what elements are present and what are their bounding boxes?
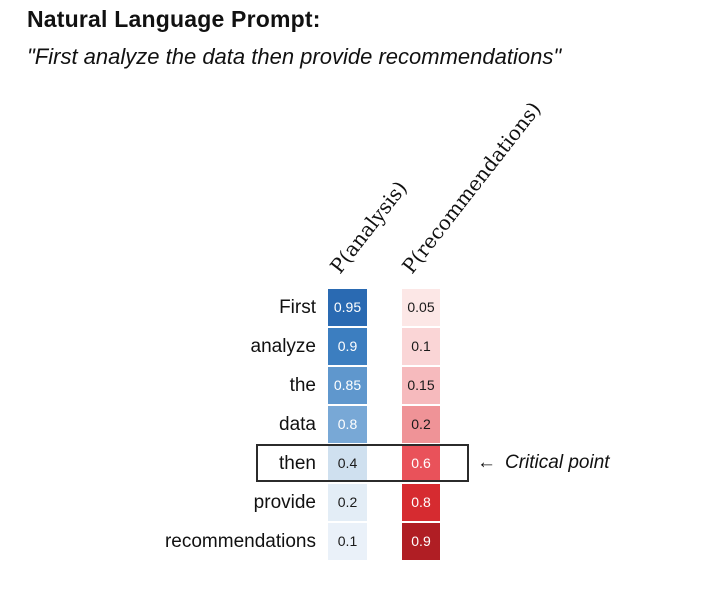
row-label: recommendations — [164, 531, 316, 552]
heatmap-cell-recommendations: 0.9 — [402, 523, 440, 560]
heatmap-cell-analysis: 0.2 — [328, 484, 367, 521]
critical-point-box — [256, 444, 469, 482]
page-title: Natural Language Prompt: — [27, 6, 321, 32]
prompt-quote: "First analyze the data then provide rec… — [27, 44, 562, 69]
heatmap-row: provide 0.2 0.8 — [0, 483, 720, 522]
row-label: First — [279, 297, 316, 318]
heatmap-row-highlighted: then 0.4 0.6 — [0, 444, 720, 483]
heatmap-cell-recommendations: 0.15 — [402, 367, 440, 404]
left-arrow-icon: ← — [477, 452, 496, 473]
heatmap-cell-recommendations: 0.1 — [402, 328, 440, 365]
heatmap: First 0.95 0.05 analyze 0.9 0.1 the 0.85… — [0, 288, 720, 561]
heatmap-cell-recommendations: 0.8 — [402, 484, 440, 521]
heatmap-cell-analysis: 0.9 — [328, 328, 367, 365]
heatmap-cell-recommendations: 0.6 — [402, 445, 440, 482]
heatmap-row: recommendations 0.1 0.9 — [0, 522, 720, 561]
heatmap-cell-analysis: 0.1 — [328, 523, 367, 560]
heatmap-cell-recommendations: 0.2 — [402, 406, 440, 443]
heatmap-cell-analysis: 0.8 — [328, 406, 367, 443]
row-label: the — [289, 375, 316, 396]
column-header-recommendations: P(recommendations) — [397, 97, 546, 278]
heatmap-cell-analysis: 0.85 — [328, 367, 367, 404]
heatmap-cell-analysis: 0.95 — [328, 289, 367, 326]
heatmap-cell-recommendations: 0.05 — [402, 289, 440, 326]
row-label: then — [279, 453, 316, 474]
heatmap-row: the 0.85 0.15 — [0, 366, 720, 405]
heatmap-row: First 0.95 0.05 — [0, 288, 720, 327]
heatmap-row: analyze 0.9 0.1 — [0, 327, 720, 366]
heatmap-cell-analysis: 0.4 — [328, 445, 367, 482]
row-label: analyze — [250, 336, 317, 357]
heatmap-row: data 0.8 0.2 — [0, 405, 720, 444]
critical-point-label: Critical point — [505, 452, 610, 473]
row-label: provide — [253, 492, 316, 513]
critical-point-annotation: ← Critical point — [477, 444, 610, 482]
row-label: data — [279, 414, 316, 435]
